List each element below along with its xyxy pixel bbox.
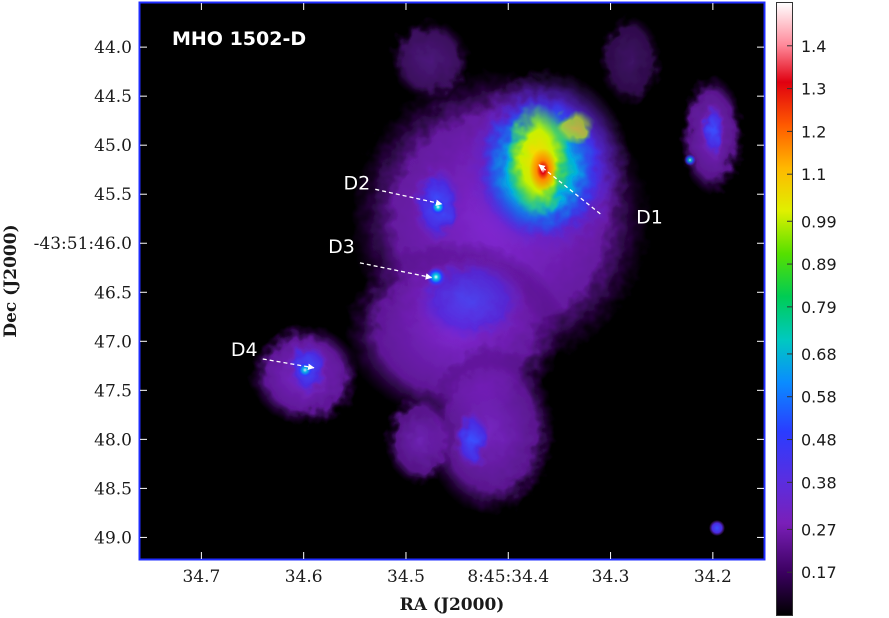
y-tick-label: 47.0 bbox=[94, 332, 132, 352]
colorbar-tick-label: 0.68 bbox=[801, 345, 837, 364]
colorbar-tick-label: 0.79 bbox=[801, 298, 837, 317]
knot-east bbox=[684, 154, 696, 166]
plot-title: MHO 1502-D bbox=[172, 28, 306, 50]
annotation-arrow-d4 bbox=[262, 358, 315, 370]
x-axis-title: RA (J2000) bbox=[400, 595, 505, 615]
y-tick-label: 45.0 bbox=[94, 136, 132, 156]
core-d1 bbox=[529, 148, 557, 192]
x-tick-label: 8:45:34.4 bbox=[467, 567, 549, 587]
y-tick-label: 49.0 bbox=[94, 528, 132, 548]
colorbar-tick-label: 0.38 bbox=[801, 473, 837, 492]
knot-d4 bbox=[296, 361, 314, 379]
colorbar-tick-label: 0.17 bbox=[801, 563, 837, 582]
colorbar-ticks: 0.17 0.27 0.38 0.48 0.58 0.68 0.79 0.89 0.99 1.1 1… bbox=[787, 37, 837, 582]
annotation-label-d1: D1 bbox=[636, 207, 663, 229]
annotations: D1 D2 D3 D4 bbox=[231, 164, 663, 370]
plot-frame bbox=[138, 1, 766, 561]
annotation-arrow-d3 bbox=[359, 262, 433, 280]
blue-east bbox=[701, 102, 725, 158]
colorbar-tick-label: 0.89 bbox=[801, 255, 837, 274]
y-tick-label: 46.5 bbox=[94, 283, 132, 303]
knot-d2 bbox=[429, 198, 447, 216]
y-tick-label: -43:51:46.0 bbox=[34, 234, 132, 254]
colorbar-tick-label: 1.2 bbox=[801, 122, 826, 141]
annotation-label-d4: D4 bbox=[231, 339, 258, 361]
envelope-sw bbox=[385, 395, 455, 485]
x-tick-label: 34.7 bbox=[182, 567, 220, 587]
blue-south bbox=[454, 410, 490, 470]
colorbar-tick-label: 0.58 bbox=[801, 388, 837, 407]
blue-stream bbox=[410, 255, 530, 345]
x-tick-label: 34.6 bbox=[285, 567, 323, 587]
colorbar-tick-label: 0.27 bbox=[801, 520, 837, 539]
x-axis: 34.7 34.6 34.5 8:45:34.4 34.3 34.2 bbox=[182, 3, 732, 587]
y-tick-label: 44.5 bbox=[94, 87, 132, 107]
x-tick-label: 34.5 bbox=[387, 567, 425, 587]
annotation-label-d2: D2 bbox=[343, 172, 370, 194]
x-tick-label: 34.3 bbox=[592, 567, 630, 587]
annotation-label-d3: D3 bbox=[328, 236, 355, 258]
annotation-arrow-d1 bbox=[538, 164, 601, 215]
colorbar-tick-label: 1.4 bbox=[801, 37, 826, 56]
y-tick-label: 48.5 bbox=[94, 479, 132, 499]
knot-d3 bbox=[426, 267, 446, 287]
colorbar bbox=[776, 2, 793, 616]
y-axis-title: Dec (J2000) bbox=[1, 224, 21, 337]
y-tick-label: 44.0 bbox=[94, 38, 132, 58]
colorbar-tick-label: 0.48 bbox=[801, 431, 837, 450]
y-tick-label: 48.0 bbox=[94, 430, 132, 450]
envelope-north bbox=[390, 20, 470, 100]
y-tick-label: 47.5 bbox=[94, 381, 132, 401]
x-tick-label: 34.2 bbox=[694, 567, 732, 587]
envelope-south bbox=[425, 345, 555, 515]
y-axis: 44.0 44.5 45.0 45.5 -43:51:46.0 46.5 47.0 47.5 4… bbox=[34, 38, 764, 548]
annotation-arrow-d2 bbox=[375, 188, 443, 206]
envelope-ne bbox=[600, 15, 660, 105]
knot-se bbox=[709, 520, 725, 536]
colorbar-tick-label: 1.3 bbox=[801, 80, 826, 99]
yellow-ne bbox=[553, 110, 597, 146]
y-tick-label: 45.5 bbox=[94, 185, 132, 205]
colorbar-tick-label: 0.99 bbox=[801, 212, 837, 231]
colorbar-tick-label: 1.1 bbox=[801, 165, 826, 184]
